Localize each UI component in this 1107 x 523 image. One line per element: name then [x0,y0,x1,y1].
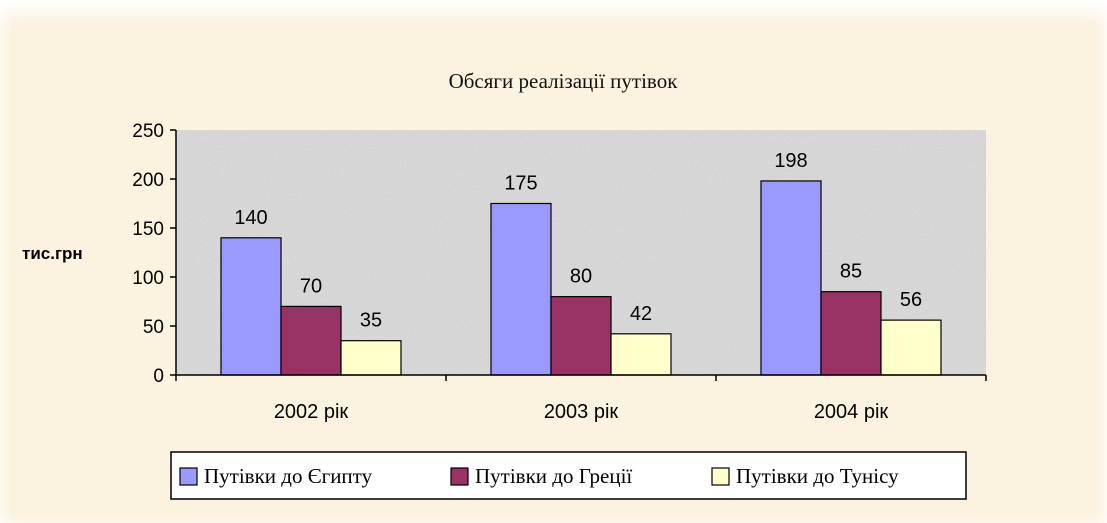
bar [280,305,342,376]
y-tick-label: 0 [153,366,164,387]
x-axis: 2002 рік 2003 рік 2004 рік [175,374,987,423]
x-tick-label: 2003 рік [544,401,619,423]
data-label: 140 [234,207,267,229]
y-tick-label: 150 [132,219,164,240]
bar [490,202,552,376]
legend-swatch [711,467,730,486]
data-label: 85 [840,261,862,283]
y-axis-label: тис.грн [22,244,83,263]
data-label: 175 [504,173,537,195]
y-tick-label: 250 [132,121,164,142]
data-label: 56 [900,289,922,311]
y-tick-label: 50 [143,317,164,338]
bar [220,237,282,376]
bar [550,296,612,376]
bar-series [220,180,942,376]
data-label: 35 [360,310,382,332]
data-label: 42 [630,303,652,325]
legend-label: Путівки до Греції [475,464,632,488]
bar [610,333,672,376]
legend-label: Путівки до Єгипту [204,464,373,488]
data-label: 80 [570,266,592,288]
x-tick-label: 2002 рік [274,401,349,423]
bar [880,319,942,376]
chart-title: Обсяги реалізації путівок [449,69,679,93]
data-label: 70 [300,275,322,297]
legend-box [170,451,967,500]
legend-swatch [179,467,198,486]
y-tick-label: 100 [132,268,164,289]
data-labels: 140 70 35 175 80 42 198 85 56 [234,150,922,332]
y-tick-label: 200 [132,170,164,191]
x-tick-label: 2004 рік [814,401,889,423]
legend-label: Путівки до Тунісу [736,464,899,488]
data-label: 198 [774,150,807,172]
bar [760,180,822,376]
legend-swatch [450,467,469,486]
legend: Путівки до Єгипту Путівки до Греції Путівк… [170,451,967,500]
y-axis: 0 50 100 150 200 250 [132,121,177,387]
bar [340,340,402,376]
bar [820,291,882,376]
